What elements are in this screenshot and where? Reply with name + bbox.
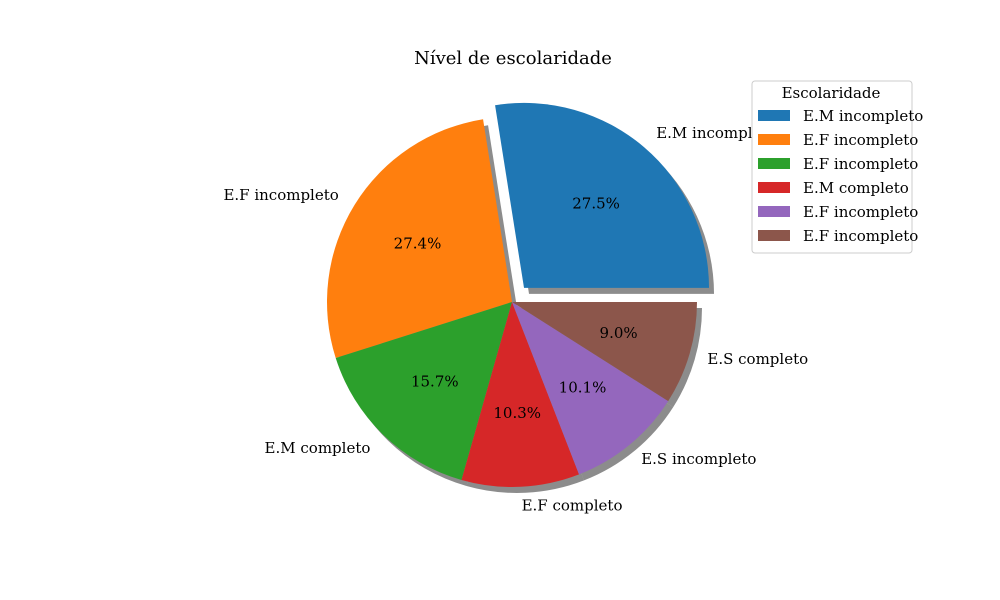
legend-label: E.M incompleto <box>803 107 923 125</box>
pie-slice-6 <box>512 302 697 402</box>
legend-swatch <box>758 134 790 145</box>
percent-label: 10.1% <box>559 379 607 397</box>
category-label: E.F incompleto <box>223 186 338 204</box>
pie-slice-3 <box>335 302 512 480</box>
pie-slice-4 <box>461 302 580 488</box>
legend-title: Escolaridade <box>782 84 881 102</box>
percent-label: 9.0% <box>600 324 638 342</box>
legend-swatch <box>758 110 790 121</box>
percent-label: 15.7% <box>411 373 459 391</box>
pie-slices <box>327 102 710 488</box>
percent-label: 27.4% <box>394 235 442 253</box>
percent-labels: 27.5% 27.4% 15.7% 10.3% 10.1% 9.0% <box>394 195 638 422</box>
pie-slice-5 <box>512 302 669 475</box>
legend-swatch <box>758 182 790 193</box>
category-label: E.M incompleto <box>656 124 776 142</box>
percent-label: 27.5% <box>572 195 620 213</box>
legend-label: E.F incompleto <box>803 227 918 245</box>
legend-swatch <box>758 158 790 169</box>
category-label: E.S incompleto <box>641 450 756 468</box>
pie-slice-2 <box>327 119 512 359</box>
legend-items: E.M incompleto E.F incompleto E.F incomple… <box>758 107 923 245</box>
category-label: E.S completo <box>707 350 808 368</box>
legend-swatch <box>758 206 790 217</box>
category-label: E.F completo <box>522 496 623 514</box>
category-labels: E.M incompleto E.F incompleto E.M completo… <box>223 124 808 514</box>
legend-label: E.F incompleto <box>803 131 918 149</box>
legend-label: E.M completo <box>803 179 909 197</box>
legend-swatch <box>758 230 790 241</box>
chart-title: Nível de escolaridade <box>414 48 612 69</box>
percent-label: 10.3% <box>493 404 541 422</box>
legend-frame <box>751 80 913 254</box>
category-label: E.M completo <box>265 439 371 457</box>
pie-slice-1 <box>495 102 710 288</box>
legend: Escolaridade E.M incompleto E.F incomplet… <box>751 80 923 254</box>
legend-label: E.F incompleto <box>803 203 918 221</box>
legend-label: E.F incompleto <box>803 155 918 173</box>
